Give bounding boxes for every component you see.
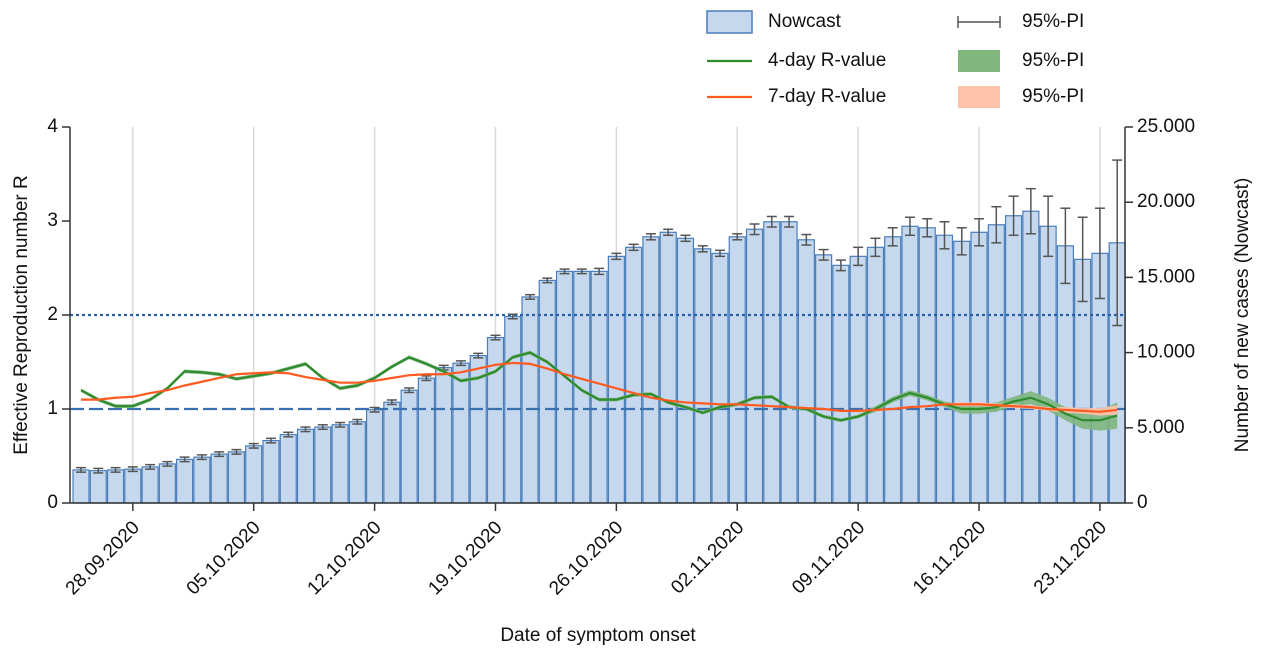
x-tick-label: 09.11.2020 (788, 517, 869, 598)
bar (314, 426, 332, 504)
x-tick-label: 23.11.2020 (1030, 517, 1111, 598)
x-tick-label: 02.11.2020 (667, 517, 748, 598)
bar (935, 234, 954, 504)
y2-tick-label: 25.000 (1137, 116, 1195, 137)
legend-label: 95%-PI (1022, 50, 1084, 71)
bar (780, 221, 798, 504)
bar (158, 463, 176, 504)
legend-label: 7-day R-value (768, 86, 886, 107)
bar (72, 469, 90, 504)
bar (435, 367, 453, 504)
x-tick-label: 28.09.2020 (62, 517, 144, 599)
bar (538, 279, 556, 504)
bar (953, 240, 971, 504)
x-tick-label: 05.10.2020 (183, 517, 265, 599)
pi-band (81, 350, 1118, 431)
bar (245, 445, 263, 504)
legend-label: 95%-PI (1022, 11, 1084, 32)
bar (1039, 225, 1057, 504)
bar (745, 228, 764, 504)
y-tick-label: 1 (47, 398, 58, 419)
bar (141, 466, 159, 504)
y2-tick-label: 20.000 (1137, 191, 1195, 212)
bar (521, 296, 539, 504)
bar (797, 239, 815, 504)
bar (676, 237, 695, 504)
bar (607, 255, 625, 504)
x-tick-label: 16.11.2020 (909, 517, 990, 598)
bar (227, 451, 246, 504)
bar (176, 458, 194, 504)
bar (331, 424, 349, 504)
bar (849, 255, 867, 504)
x-tick-label: 19.10.2020 (424, 517, 506, 599)
y2-tick-label: 5.000 (1137, 417, 1185, 438)
y-axis-label: Effective Reproduction number R (11, 175, 32, 455)
bar (815, 254, 833, 504)
x-tick-label: 26.10.2020 (545, 517, 627, 599)
bar (555, 270, 574, 504)
bar (728, 236, 746, 504)
legend-label: 4-day R-value (768, 50, 886, 71)
y-tick-label: 2 (47, 304, 58, 325)
legend-swatch (706, 10, 753, 34)
legend-label: Nowcast (768, 11, 842, 32)
bar (193, 456, 211, 504)
r-line (81, 361, 1118, 413)
y-tick-label: 0 (47, 492, 58, 513)
bar (417, 377, 435, 504)
bar (642, 236, 660, 504)
legend-swatch (958, 50, 1000, 72)
bar (279, 433, 297, 504)
bar (987, 224, 1005, 504)
bar (659, 231, 677, 504)
bar (486, 336, 505, 504)
y2-tick-label: 0 (1137, 492, 1148, 513)
bar (1056, 245, 1074, 504)
bar (694, 248, 712, 504)
legend-label: 95%-PI (1022, 86, 1084, 107)
bar (1004, 215, 1023, 504)
bar (365, 409, 384, 504)
bar (918, 227, 936, 504)
bar (89, 470, 107, 504)
bar (296, 428, 315, 504)
bar (901, 225, 919, 504)
bar (106, 469, 125, 504)
bar (452, 362, 470, 504)
bar (210, 453, 228, 504)
bar (866, 246, 885, 504)
y-tick-label: 4 (47, 116, 58, 137)
bar (625, 246, 643, 504)
legend-swatch (958, 86, 1000, 108)
bar (590, 270, 608, 504)
bar (262, 439, 280, 504)
bar (348, 421, 366, 504)
y2-axis-label: Number of new cases (Nowcast) (1232, 178, 1253, 453)
x-axis-label: Date of symptom onset (500, 625, 696, 646)
bar (884, 236, 902, 504)
bar (1022, 210, 1040, 504)
x-tick-label: 12.10.2020 (304, 517, 386, 599)
bar (763, 221, 781, 504)
bar (383, 401, 401, 504)
y2-tick-label: 15.000 (1137, 266, 1195, 287)
bar (124, 468, 142, 504)
y2-tick-label: 10.000 (1137, 342, 1195, 363)
y-tick-label: 3 (47, 210, 58, 231)
bar (970, 231, 988, 504)
bar (711, 252, 729, 504)
bar (400, 389, 418, 504)
bar (832, 264, 850, 504)
